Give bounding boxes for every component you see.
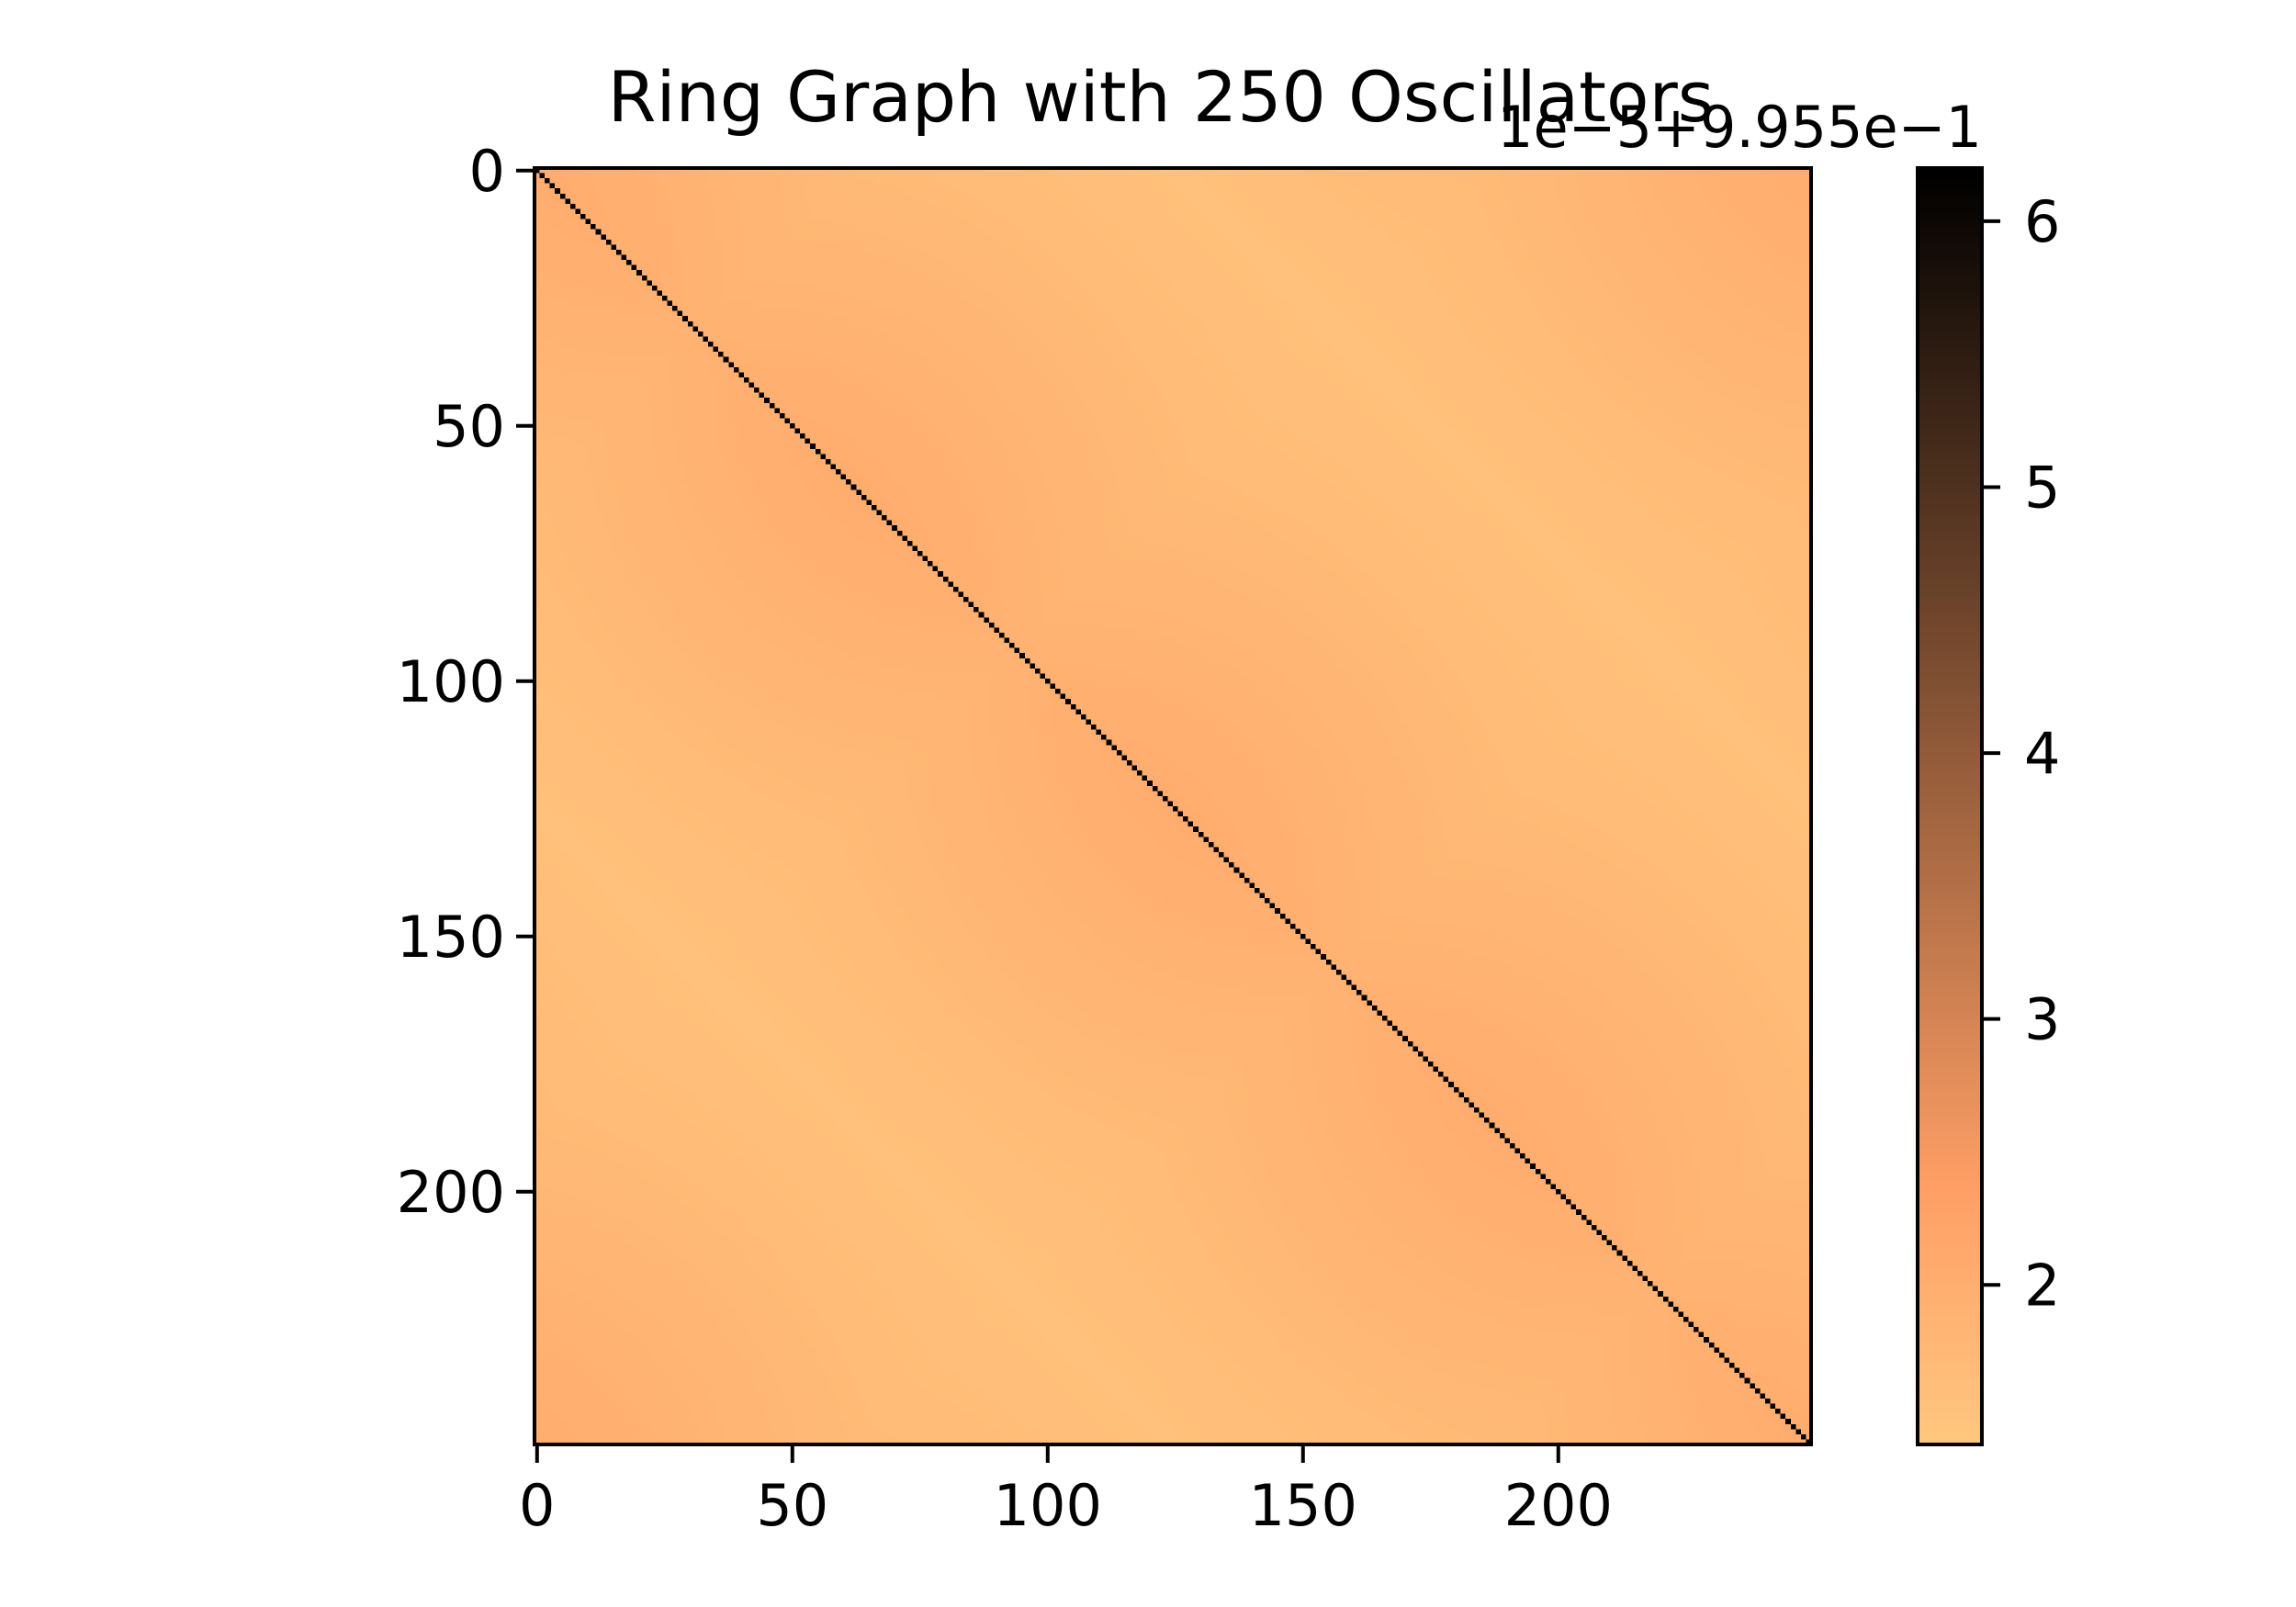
heatmap-plot-area: [533, 166, 1813, 1446]
x-tick-label: 0: [519, 1472, 555, 1539]
y-axis: 0 50 100 150 200: [397, 138, 535, 1226]
colorbar-frame: [1916, 166, 1984, 1446]
x-tick-label: 100: [994, 1472, 1102, 1539]
heatmap-cells: [535, 168, 1811, 1444]
x-tick-label: 50: [756, 1472, 828, 1539]
x-tick-label: 150: [1249, 1472, 1357, 1539]
colorbar-tick-label: 2: [2024, 1252, 2060, 1319]
y-tick-label: 100: [397, 648, 505, 715]
y-tick-label: 200: [397, 1159, 505, 1226]
y-tick-label: 150: [397, 904, 505, 971]
colorbar-tick-label: 6: [2024, 188, 2060, 255]
colorbar-tick-label: 3: [2024, 986, 2060, 1053]
colorbar: 2 3 4 5 6 1e−5+9.955e−1: [1497, 94, 2060, 1446]
colorbar-tick-label: 5: [2024, 455, 2060, 522]
chart-title: Ring Graph with 250 Oscillators: [608, 56, 1715, 138]
y-tick-label: 50: [433, 393, 505, 460]
colorbar-ticks: 2 3 4 5 6: [1982, 188, 2060, 1319]
y-tick-label: 0: [469, 138, 505, 205]
colorbar-offset-label: 1e−5+9.955e−1: [1497, 94, 1982, 161]
x-tick-label: 200: [1504, 1472, 1613, 1539]
colorbar-gradient: [1918, 168, 1982, 1444]
x-axis: 0 50 100 150 200: [519, 1444, 1613, 1539]
plot-frame: [533, 166, 1813, 1446]
colorbar-tick-label: 4: [2024, 720, 2060, 787]
